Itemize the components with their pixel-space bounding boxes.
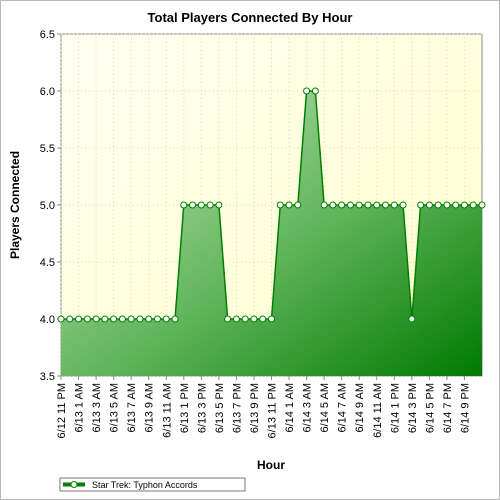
data-point (171, 315, 179, 323)
y-tick-label: 3.5 (40, 371, 55, 383)
data-point (382, 201, 390, 209)
data-point (294, 201, 302, 209)
data-point (329, 201, 337, 209)
data-point (118, 315, 126, 323)
data-point (434, 201, 442, 209)
x-tick-label: 6/13 5 PM (214, 383, 226, 433)
data-point (355, 201, 363, 209)
data-point (399, 201, 407, 209)
series-area (61, 91, 482, 376)
data-point (268, 315, 275, 323)
series (57, 87, 486, 376)
data-point (110, 315, 118, 323)
data-point (215, 201, 223, 209)
x-axis: 6/12 11 PM 6/13 1 AM 6/13 3 AM 6/13 5 AM 6/1… (56, 376, 471, 438)
x-tick-label: 6/14 9 AM (354, 383, 366, 433)
x-tick-label: 6/14 1 PM (389, 383, 401, 433)
y-tick-label: 5.0 (40, 200, 55, 212)
data-point (478, 201, 486, 209)
data-point (338, 201, 346, 209)
x-tick-label: 6/14 7 PM (442, 383, 454, 433)
y-tick-label: 6.5 (40, 29, 55, 41)
x-tick-label: 6/14 11 AM (372, 383, 384, 438)
data-point (390, 201, 398, 209)
x-tick-label: 6/13 9 PM (249, 383, 261, 433)
data-point (364, 201, 372, 209)
x-tick-label: 6/13 3 PM (196, 383, 208, 433)
x-tick-label: 6/14 1 AM (284, 383, 296, 433)
data-point (408, 315, 416, 323)
x-tick-label: 6/14 7 AM (337, 383, 349, 433)
y-tick-label: 4.0 (40, 314, 55, 326)
data-point (425, 201, 433, 209)
legend-box (59, 477, 246, 492)
data-point (83, 315, 91, 323)
x-tick-label: 6/14 5 PM (424, 383, 436, 433)
x-tick-label: 6/14 3 PM (407, 383, 419, 433)
data-point (259, 315, 267, 323)
x-tick-label: 6/14 3 AM (302, 383, 314, 433)
data-point (373, 201, 381, 209)
x-tick-label: 6/14 5 AM (319, 383, 331, 433)
legend-marker (70, 481, 78, 488)
data-point (136, 315, 144, 323)
data-point (469, 201, 477, 209)
data-point (320, 201, 328, 209)
data-point (189, 201, 197, 209)
y-tick-label: 4.5 (40, 257, 55, 269)
data-point (276, 201, 284, 209)
legend: Star Trek: Typhon Accords (59, 477, 246, 492)
x-tick-label: 6/13 11 PM (267, 383, 279, 438)
data-point (180, 201, 188, 209)
chart-title: Total Players Connected By Hour (148, 10, 353, 25)
x-tick-label: 6/13 7 PM (231, 383, 243, 433)
data-point (224, 315, 232, 323)
data-point (75, 315, 83, 323)
x-tick-label: 6/12 11 PM (56, 383, 68, 438)
data-point (206, 201, 214, 209)
data-point (101, 315, 109, 323)
x-tick-label: 6/13 9 AM (144, 383, 156, 433)
data-point (417, 201, 425, 209)
data-point (250, 315, 258, 323)
y-axis-title: Players Connected (8, 151, 22, 259)
data-point (460, 201, 468, 209)
data-point (232, 315, 240, 323)
data-point (92, 315, 100, 323)
x-axis-title: Hour (257, 458, 285, 472)
data-point (285, 201, 293, 209)
x-tick-label: 6/13 3 AM (91, 383, 103, 433)
data-point (346, 201, 354, 209)
y-tick-label: 6.0 (40, 86, 55, 98)
data-point (127, 315, 135, 323)
data-point (197, 201, 205, 209)
data-point (145, 315, 153, 323)
x-tick-label: 6/13 7 AM (126, 383, 138, 433)
x-tick-label: 6/13 1 AM (74, 383, 86, 433)
x-tick-label: 6/13 11 AM (161, 383, 173, 438)
x-tick-label: 6/14 9 PM (459, 383, 471, 433)
data-point (303, 87, 311, 95)
x-tick-label: 6/13 1 PM (179, 383, 191, 433)
y-axis: 3.5 4.0 4.5 5.0 5.5 6.0 6.5 (40, 29, 61, 383)
data-point (452, 201, 460, 209)
legend-label: Star Trek: Typhon Accords (92, 480, 198, 490)
data-point (66, 315, 74, 323)
data-point (241, 315, 249, 323)
data-point (311, 87, 319, 95)
data-point (443, 201, 451, 209)
data-point (162, 315, 170, 323)
data-point (153, 315, 161, 323)
x-tick-label: 6/13 5 AM (109, 383, 121, 433)
y-tick-label: 5.5 (40, 143, 55, 155)
data-point (57, 315, 65, 323)
